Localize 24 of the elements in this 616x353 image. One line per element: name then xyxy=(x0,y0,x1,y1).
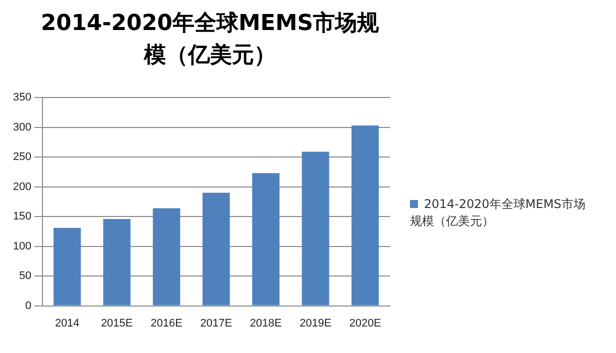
y-tick-label: 50 xyxy=(19,270,32,282)
y-tick-label: 350 xyxy=(12,92,32,104)
x-tick-label: 2014 xyxy=(54,317,80,330)
y-tick-label: 200 xyxy=(12,180,32,193)
y-tick-label: 300 xyxy=(12,121,32,134)
bar xyxy=(252,173,280,306)
y-tick-label: 250 xyxy=(12,151,32,164)
bar xyxy=(152,208,180,306)
x-tick-label: 2019E xyxy=(300,317,332,330)
y-tick-label: 150 xyxy=(12,210,32,223)
chart-title: 2014-2020年全球MEMS市场规模（亿美元） xyxy=(40,10,380,70)
y-tick-label: 100 xyxy=(12,240,32,252)
x-tick-label: 2016E xyxy=(150,317,182,330)
bar xyxy=(103,218,131,306)
x-tick-label: 2020E xyxy=(349,317,382,330)
y-tick-label: 0 xyxy=(25,300,32,312)
x-tick-label: 2015E xyxy=(100,317,133,330)
x-tick-label: 2017E xyxy=(200,317,232,330)
bar xyxy=(302,152,330,306)
bar xyxy=(202,192,230,306)
bar xyxy=(54,228,81,306)
legend-label: 2014-2020年全球MEMS市场规模（亿美元） xyxy=(410,196,586,230)
bar xyxy=(352,126,379,306)
x-tick-label: 2018E xyxy=(250,317,282,330)
